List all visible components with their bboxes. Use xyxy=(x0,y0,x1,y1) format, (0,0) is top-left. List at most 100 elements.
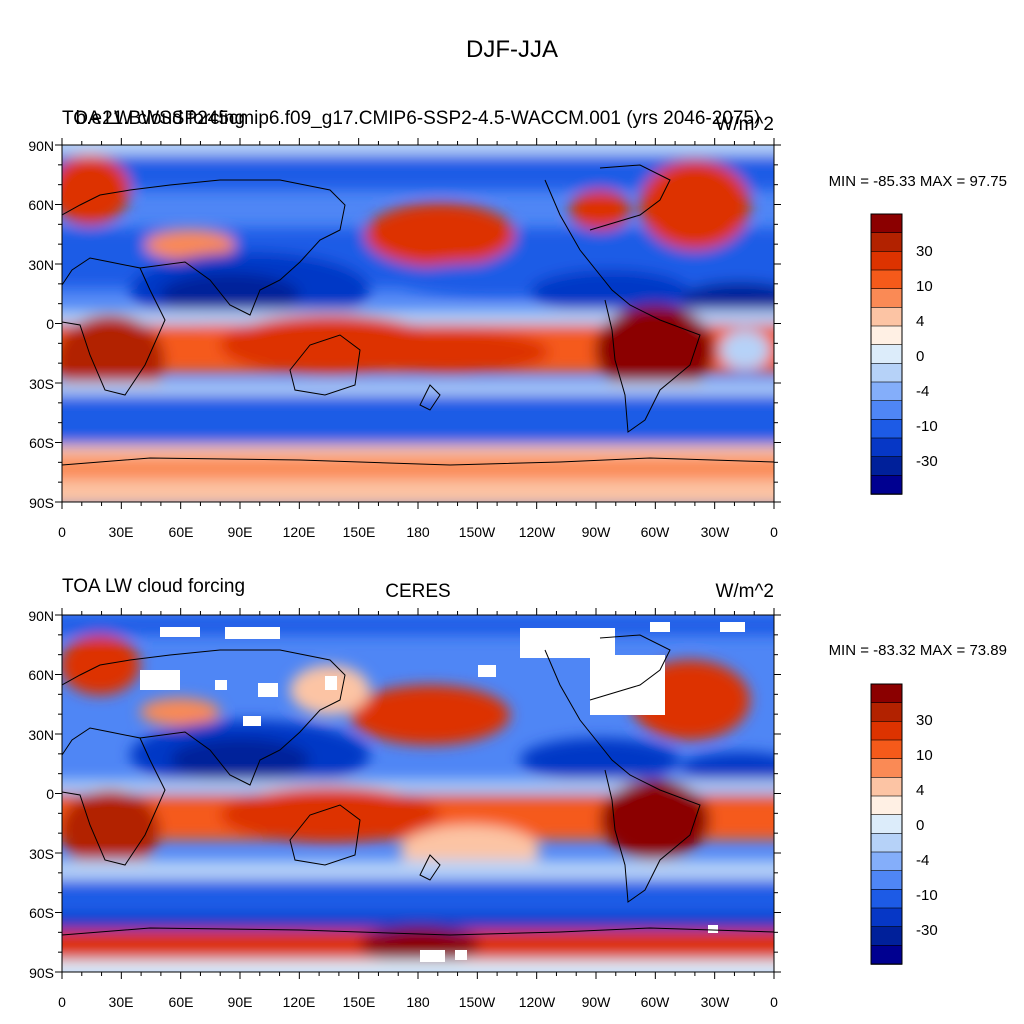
lon-label: 0 xyxy=(770,994,778,1010)
lat-label: 30N xyxy=(28,257,54,273)
colorbar-label: -4 xyxy=(916,383,929,400)
lat-label: 60N xyxy=(28,667,54,683)
lat-label: 30S xyxy=(29,846,54,862)
lat-label: 90N xyxy=(28,138,54,154)
lon-label: 0 xyxy=(58,524,66,540)
panel-model-map xyxy=(62,145,774,502)
lat-label: 30N xyxy=(28,727,54,743)
panel-obs-colorbar xyxy=(870,683,903,965)
lon-label: 120E xyxy=(283,994,316,1010)
colorbar-label: -30 xyxy=(916,453,938,470)
colorbar-swatch xyxy=(870,814,903,835)
colorbar-swatch xyxy=(870,889,903,909)
panel-model-colorbar xyxy=(870,213,903,495)
colorbar-swatch xyxy=(870,307,903,327)
lat-label: 60S xyxy=(29,905,54,921)
lat-label: 90S xyxy=(29,965,54,981)
colorbar-label: -10 xyxy=(916,418,938,435)
colorbar-swatch xyxy=(870,475,903,495)
lat-label: 0 xyxy=(46,786,54,802)
colorbar-swatch xyxy=(870,400,903,421)
colorbar-label: 4 xyxy=(916,782,924,799)
lon-label: 150E xyxy=(343,994,376,1010)
colorbar-frame xyxy=(870,683,903,965)
colorbar-swatch xyxy=(870,795,903,816)
lon-label: 90W xyxy=(582,524,612,540)
colorbar-swatch xyxy=(870,456,903,477)
panel-obs-map xyxy=(62,615,774,972)
lon-label: 60W xyxy=(641,994,671,1010)
lon-label: 30W xyxy=(701,524,731,540)
lat-label: 90S xyxy=(29,495,54,511)
lon-label: 0 xyxy=(770,524,778,540)
colorbar-swatch xyxy=(870,232,903,253)
colorbar-swatch xyxy=(870,213,903,234)
lon-label: 30E xyxy=(109,524,134,540)
lon-label: 60W xyxy=(641,524,671,540)
lon-label: 180 xyxy=(406,524,430,540)
colorbar-swatch xyxy=(870,721,903,741)
panel-obs-coastlines xyxy=(62,634,774,936)
lat-label: 60S xyxy=(29,435,54,451)
lat-label: 30S xyxy=(29,376,54,392)
colorbar-swatch xyxy=(870,739,903,760)
lat-label: 0 xyxy=(46,316,54,332)
colorbar-swatch xyxy=(870,325,903,346)
colorbar-swatch xyxy=(870,381,903,402)
lon-label: 90E xyxy=(228,524,253,540)
colorbar-swatch xyxy=(870,344,903,365)
colorbar-label: 30 xyxy=(916,712,933,729)
colorbar-swatch xyxy=(870,251,903,271)
lon-label: 0 xyxy=(58,994,66,1010)
colorbar-label: 30 xyxy=(916,243,933,260)
colorbar-swatch xyxy=(870,702,903,723)
colorbar-label: 10 xyxy=(916,278,933,295)
colorbar-label: 4 xyxy=(916,313,924,330)
panel-obs-units: W/m^2 xyxy=(715,581,774,602)
lat-label: 60N xyxy=(28,197,54,213)
lon-label: 120E xyxy=(283,524,316,540)
lon-label: 60E xyxy=(169,994,194,1010)
colorbar-label: 0 xyxy=(916,348,924,365)
colorbar-swatch xyxy=(870,288,903,309)
panel-model-stats: MIN = -85.33 MAX = 97.75 xyxy=(829,173,1007,190)
panel-model: TOA LW cloud forcing b.e21.BWSSP245cmip6… xyxy=(28,108,1007,540)
lon-label: 150E xyxy=(343,524,376,540)
panel-model-ticks xyxy=(55,138,781,509)
panel-obs-stats: MIN = -83.32 MAX = 73.89 xyxy=(829,642,1007,659)
lon-label: 150W xyxy=(459,524,496,540)
colorbar-label: -30 xyxy=(916,922,938,939)
colorbar-swatch xyxy=(870,945,903,965)
lon-label: 90E xyxy=(228,994,253,1010)
colorbar-swatch xyxy=(870,363,903,383)
colorbar-swatch xyxy=(870,419,903,439)
lon-label: 180 xyxy=(406,994,430,1010)
panel-model-title-center: b.e21.BWSSP245cmip6.f09_g17.CMIP6-SSP2-4… xyxy=(76,108,761,129)
lat-label: 90N xyxy=(28,608,54,624)
panel-model-title-left: TOA LW cloud forcing xyxy=(62,108,245,129)
lon-label: 30E xyxy=(109,994,134,1010)
panel-obs-ticks xyxy=(55,608,781,979)
colorbar-label: 0 xyxy=(916,817,924,834)
colorbar-swatch xyxy=(870,907,903,928)
colorbar-swatch xyxy=(870,683,903,704)
colorbar-label: -10 xyxy=(916,887,938,904)
lon-label: 120W xyxy=(519,524,556,540)
panel-model-units: W/m^2 xyxy=(715,114,774,135)
colorbar-swatch xyxy=(870,870,903,891)
colorbar-label: 10 xyxy=(916,747,933,764)
colorbar-swatch xyxy=(870,777,903,797)
colorbar-swatch xyxy=(870,269,903,290)
panel-obs-title-left: TOA LW cloud forcing xyxy=(62,576,245,597)
colorbar-frame xyxy=(870,213,903,495)
lon-label: 120W xyxy=(519,994,556,1010)
colorbar-swatch xyxy=(870,437,903,458)
colorbar-label: -4 xyxy=(916,852,929,869)
lon-label: 30W xyxy=(701,994,731,1010)
colorbar-swatch xyxy=(870,758,903,779)
panel-model-coastlines xyxy=(62,164,774,466)
colorbar-swatch xyxy=(870,833,903,853)
panel-obs-missing-data xyxy=(140,622,745,962)
panel-obs-title-center: CERES xyxy=(385,581,450,602)
